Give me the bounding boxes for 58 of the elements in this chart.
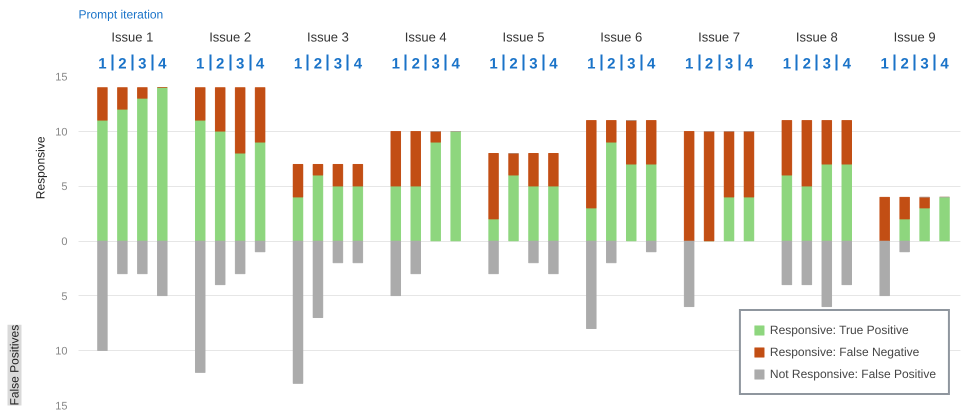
legend-label: Responsive: False Negative [770,345,920,359]
text: Issue 3 [306,30,349,44]
text: Issue 2 [209,30,252,44]
text: Prompt iteration [78,8,164,22]
y-tick-label: 15 [55,400,68,412]
text: False Positives [8,324,22,406]
x-tick-label: 3 [627,56,636,72]
y-tick-label: 15 [55,72,68,84]
y-tick-label: 10 [55,126,68,138]
x-tick-label: 3 [334,56,342,72]
x-tick-label: 4 [744,56,754,72]
text: Issue 1 [111,30,154,44]
x-tick-label: 3 [822,56,831,72]
x-tick-label: 4 [256,56,265,72]
x-tick-label: 3 [432,56,440,72]
x-tick-label: 2 [802,56,812,72]
x-tick-label: 2 [607,56,616,72]
text: Issue 5 [502,30,544,44]
x-tick-label: 4 [158,56,168,72]
y-tick-label: 5 [61,290,68,303]
x-tick-label: 1 [294,56,302,72]
y-tick-label: 5 [61,181,68,194]
x-tick-label: 2 [412,56,420,72]
x-tick-label: 1 [587,56,596,72]
text: Issue 4 [404,30,447,44]
y-axis-title: Responsive [34,136,48,200]
x-tick-label: 4 [647,56,656,72]
x-tick-label: 4 [354,56,363,72]
x-tick-label: 2 [900,56,909,72]
x-tick-label: 1 [196,56,204,72]
text: Issue 8 [796,30,838,44]
x-tick-label: 3 [920,56,929,72]
x-tick-label: 3 [529,56,538,72]
x-tick-label: 1 [98,56,107,72]
x-tick-label: 4 [549,56,558,72]
x-tick-label: 1 [489,56,498,72]
x-tick-label: 3 [236,56,244,72]
x-tick-label: 1 [392,56,400,72]
legend-label: Responsive: True Positive [770,323,909,337]
x-tick-label: 2 [704,56,714,72]
text: Issue 6 [600,30,642,44]
y-tick-label: 0 [61,236,68,248]
x-tick-label: 1 [782,56,792,72]
x-tick-label: 3 [724,56,734,72]
x-tick-label: 2 [216,56,224,72]
x-tick-label: 3 [138,56,147,72]
x-tick-label: 4 [940,56,950,72]
x-tick-label: 2 [509,56,518,72]
text: Issue 9 [894,30,936,44]
x-tick-label: 2 [118,56,127,72]
x-tick-label: 2 [314,56,322,72]
x-tick-label: 1 [684,56,694,72]
x-tick-label: 4 [842,56,852,72]
text: Issue 7 [698,30,740,44]
y-tick-label: 10 [55,346,68,358]
legend-label: Not Responsive: False Positive [770,367,936,381]
x-tick-label: 1 [880,56,889,72]
x-tick-label: 4 [451,56,460,72]
